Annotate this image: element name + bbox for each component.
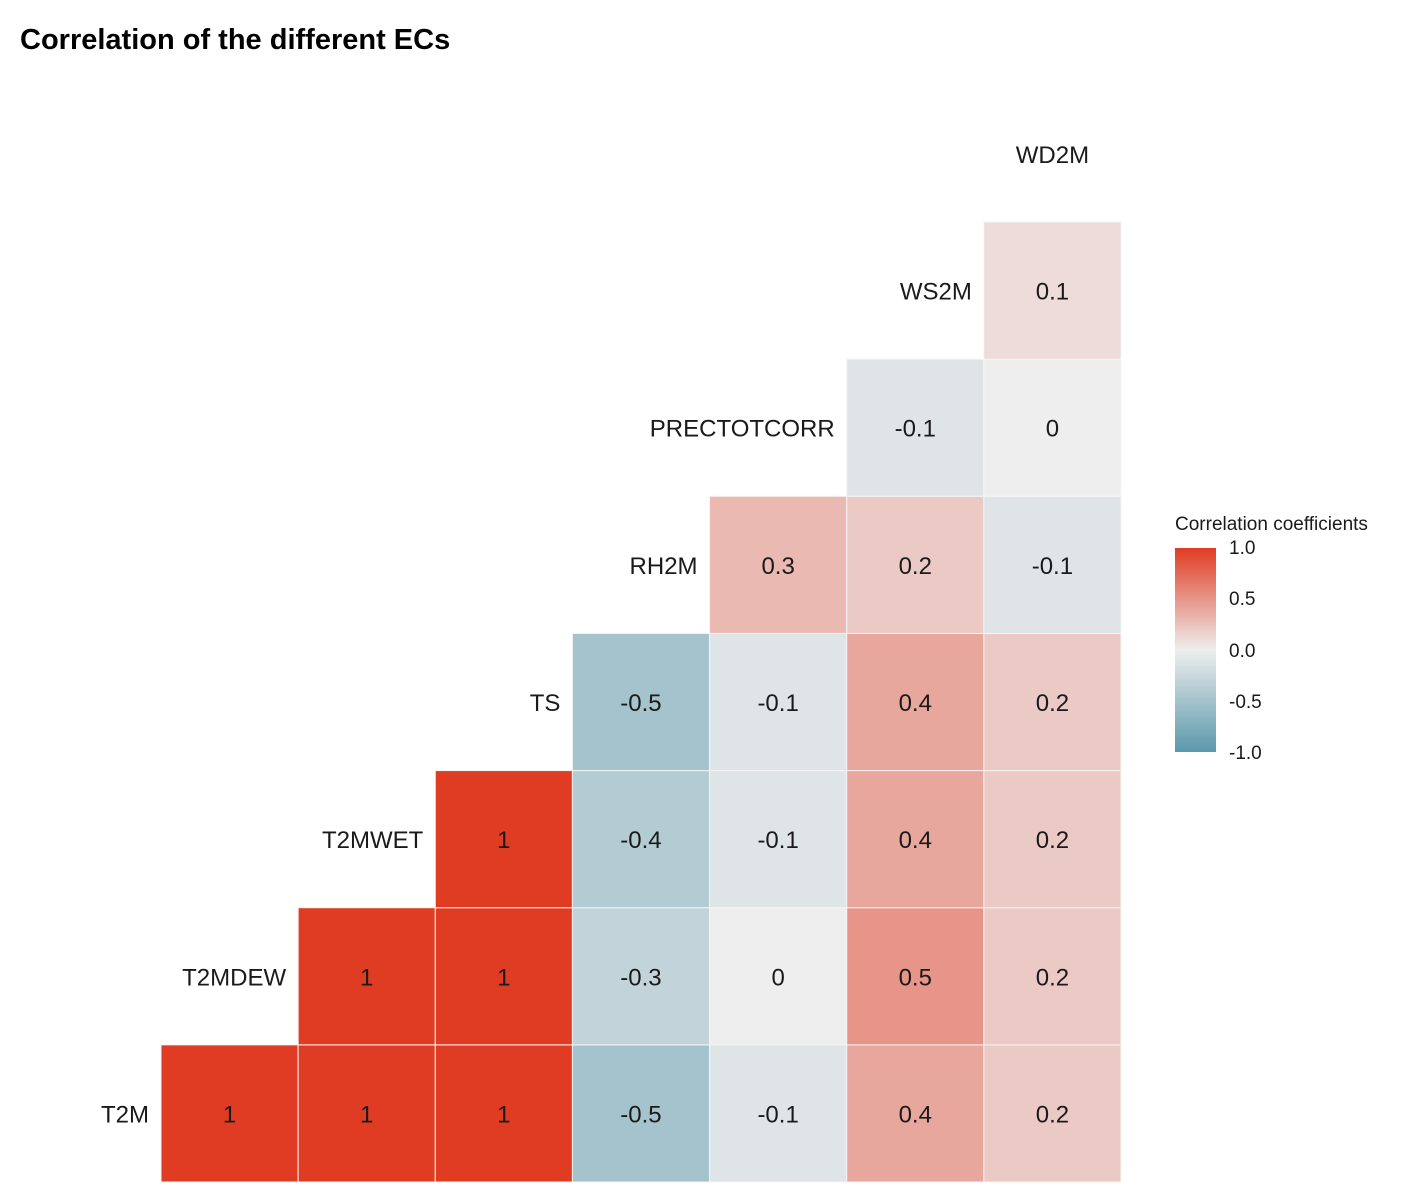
legend-tick: -0.5	[1229, 692, 1262, 713]
cell-value-label: 1	[360, 1101, 373, 1128]
heatmap-cell	[983, 221, 1122, 360]
heatmap-cell	[434, 1044, 573, 1183]
heatmap-cell	[846, 495, 985, 634]
heatmap-cell	[846, 1044, 985, 1183]
heatmap-cell	[160, 1044, 299, 1183]
cell-value-label: 0	[1046, 416, 1059, 443]
legend-tick: 1.0	[1229, 538, 1256, 559]
cell-value-label: 0.1	[1036, 279, 1069, 306]
heatmap-cell	[983, 770, 1122, 909]
cell-value-label: 1	[360, 964, 373, 991]
cell-value-label: -0.1	[757, 1101, 798, 1128]
cell-value-label: 1	[497, 827, 510, 854]
cell-value-label: -0.5	[620, 1101, 661, 1128]
heatmap-cell	[571, 907, 711, 1046]
cell-value-label: -0.4	[620, 827, 661, 854]
heatmap-cell	[709, 495, 848, 634]
legend-title: Correlation coefficients	[1175, 514, 1368, 535]
cell-value-label: 0.3	[761, 553, 794, 580]
cell-value-label: 0.2	[899, 553, 932, 580]
legend-colorbar	[1175, 548, 1216, 752]
row-label: TS	[530, 690, 561, 717]
heatmap-cell	[297, 907, 436, 1046]
heatmap-cell	[846, 907, 985, 1046]
cell-value-label: -0.3	[620, 964, 661, 991]
heatmap-cell	[846, 770, 985, 909]
heatmap-cell	[434, 907, 573, 1046]
legend-tick: 0.5	[1229, 589, 1256, 610]
row-label: T2MDEW	[182, 964, 286, 991]
row-label: T2M	[101, 1101, 149, 1128]
heatmap-cell	[846, 632, 985, 772]
cell-value-label: 1	[223, 1101, 236, 1128]
heatmap-cell	[571, 632, 711, 772]
row-label: WS2M	[900, 279, 972, 306]
legend-tick: 0.0	[1229, 641, 1256, 662]
heatmap-cell	[709, 1044, 848, 1183]
row-label: PRECTOTCORR	[650, 416, 835, 443]
cell-value-label: 0.5	[899, 964, 932, 991]
legend-tick: -1.0	[1229, 743, 1262, 764]
cell-value-label: 0.2	[1036, 1101, 1069, 1128]
cell-value-label: -0.1	[895, 416, 936, 443]
cell-value-label: 0.2	[1036, 690, 1069, 717]
cell-value-label: 0.2	[1036, 827, 1069, 854]
heatmap-cell	[571, 770, 711, 909]
cell-value-label: 0.4	[899, 690, 932, 717]
cell-value-label: 0	[771, 964, 784, 991]
heatmap-cell	[571, 1044, 711, 1183]
cell-value-label: 0.2	[1036, 964, 1069, 991]
heatmap-cell	[983, 1044, 1122, 1183]
row-label: T2MWET	[322, 827, 424, 854]
cell-value-label: 1	[497, 1101, 510, 1128]
cell-value-label: -0.1	[757, 827, 798, 854]
heatmap-cell	[846, 358, 985, 497]
heatmap-cell	[983, 632, 1122, 772]
cell-value-label: 0.4	[899, 827, 932, 854]
chart-title: Correlation of the different ECs	[20, 24, 451, 56]
heatmap-cell	[434, 770, 573, 909]
heatmap-cell	[983, 495, 1122, 634]
heatmap-cell	[709, 907, 848, 1046]
heatmap-cell	[709, 632, 848, 772]
cell-value-label: -0.5	[620, 690, 661, 717]
cell-value-label: -0.1	[757, 690, 798, 717]
heatmap-cell	[983, 907, 1122, 1046]
column-label: WD2M	[1016, 142, 1089, 169]
row-label: RH2M	[630, 553, 698, 580]
cell-value-label: -0.1	[1032, 553, 1073, 580]
heatmap-cell	[709, 770, 848, 909]
cell-value-label: 0.4	[899, 1101, 932, 1128]
cell-value-label: 1	[497, 964, 510, 991]
